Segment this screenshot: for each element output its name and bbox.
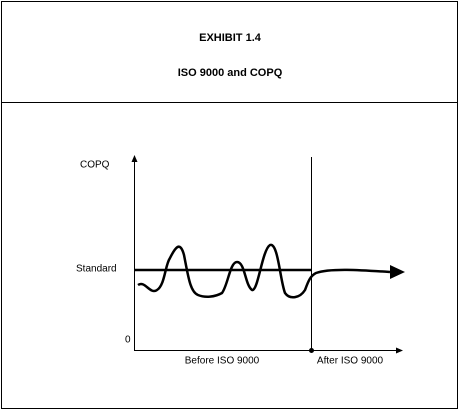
y-axis-arrow xyxy=(131,155,138,162)
x-axis-arrow xyxy=(396,347,403,354)
y-axis-label: COPQ xyxy=(80,160,110,171)
after-label: After ISO 9000 xyxy=(317,356,384,367)
origin-label: 0 xyxy=(125,335,131,346)
before-label: Before ISO 9000 xyxy=(185,356,260,367)
exhibit-title: ISO 9000 and COPQ xyxy=(178,67,283,79)
exhibit-number: EXHIBIT 1.4 xyxy=(199,32,262,44)
copq-curve xyxy=(137,243,391,299)
iso-point xyxy=(309,348,314,353)
standard-label: Standard xyxy=(76,264,117,275)
trend-arrow xyxy=(390,265,405,279)
